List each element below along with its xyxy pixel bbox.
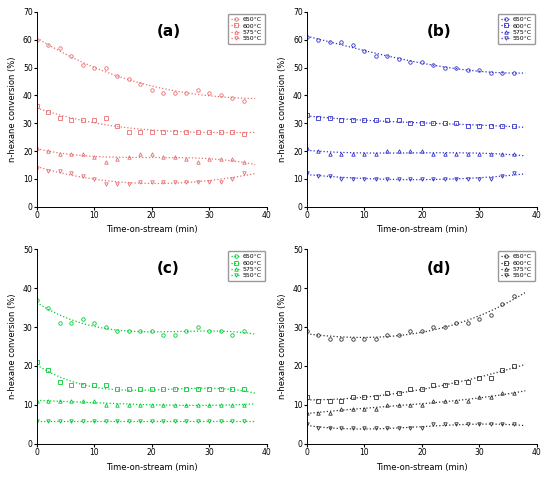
X-axis label: Time-on-stream (min): Time-on-stream (min) [376,226,468,234]
X-axis label: Time-on-stream (min): Time-on-stream (min) [376,463,468,472]
Text: (c): (c) [156,261,179,276]
Y-axis label: n-hexane conversion (%): n-hexane conversion (%) [8,57,18,162]
Y-axis label: n-hexane conversion (%): n-hexane conversion (%) [278,294,288,399]
Text: (b): (b) [426,24,451,38]
Y-axis label: n-hexane conversion (%): n-hexane conversion (%) [8,294,18,399]
Legend: 650°C, 600°C, 575°C, 550°C: 650°C, 600°C, 575°C, 550°C [228,251,265,281]
Text: (d): (d) [426,261,451,276]
Legend: 650°C, 600°C, 575°C, 550°C: 650°C, 600°C, 575°C, 550°C [228,14,265,44]
X-axis label: Time-on-stream (min): Time-on-stream (min) [106,226,197,234]
Legend: 650°C, 600°C, 575°C, 550°C: 650°C, 600°C, 575°C, 550°C [498,14,535,44]
Y-axis label: n-hexane conversion (%): n-hexane conversion (%) [278,57,288,162]
Text: (a): (a) [156,24,180,38]
X-axis label: Time-on-stream (min): Time-on-stream (min) [106,463,197,472]
Legend: 650°C, 600°C, 575°C, 550°C: 650°C, 600°C, 575°C, 550°C [498,251,535,281]
